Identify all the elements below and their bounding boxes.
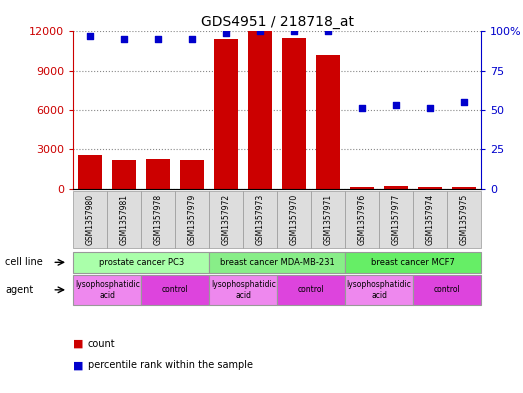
Point — [188, 36, 196, 42]
Text: cell line: cell line — [5, 257, 43, 267]
Text: GSM1357970: GSM1357970 — [290, 193, 299, 245]
Point — [460, 99, 468, 105]
Point — [120, 36, 129, 42]
Point — [86, 33, 94, 39]
Text: lysophosphatidic
acid: lysophosphatidic acid — [75, 280, 140, 299]
Point — [392, 102, 400, 108]
Text: GSM1357972: GSM1357972 — [222, 193, 231, 245]
Point — [426, 105, 434, 112]
Text: breast cancer MDA-MB-231: breast cancer MDA-MB-231 — [220, 258, 335, 267]
Bar — [248, 31, 272, 189]
Point — [358, 105, 366, 112]
Text: control: control — [162, 285, 189, 294]
Bar — [112, 160, 136, 189]
Text: lysophosphatidic
acid: lysophosphatidic acid — [347, 280, 412, 299]
Text: control: control — [434, 285, 461, 294]
Text: agent: agent — [5, 285, 33, 295]
Bar — [282, 38, 306, 189]
Point — [154, 36, 162, 42]
Bar — [350, 187, 374, 189]
Text: GSM1357978: GSM1357978 — [154, 193, 163, 245]
Bar — [384, 186, 408, 189]
Text: GSM1357977: GSM1357977 — [392, 193, 401, 245]
Bar — [146, 158, 170, 189]
Text: ■: ■ — [73, 339, 84, 349]
Bar — [452, 187, 476, 189]
Point — [324, 28, 332, 35]
Text: percentile rank within the sample: percentile rank within the sample — [88, 360, 253, 371]
Text: GSM1357973: GSM1357973 — [256, 193, 265, 245]
Text: GSM1357981: GSM1357981 — [120, 194, 129, 244]
Text: GSM1357976: GSM1357976 — [358, 193, 367, 245]
Point — [256, 28, 264, 35]
Text: GSM1357975: GSM1357975 — [460, 193, 469, 245]
Bar — [316, 55, 340, 189]
Bar — [214, 39, 238, 189]
Text: GSM1357979: GSM1357979 — [188, 193, 197, 245]
Text: GSM1357971: GSM1357971 — [324, 193, 333, 245]
Text: lysophosphatidic
acid: lysophosphatidic acid — [211, 280, 276, 299]
Title: GDS4951 / 218718_at: GDS4951 / 218718_at — [201, 15, 354, 29]
Text: count: count — [88, 339, 116, 349]
Point — [222, 30, 230, 36]
Text: ■: ■ — [73, 360, 84, 371]
Bar — [180, 160, 204, 189]
Text: GSM1357980: GSM1357980 — [86, 193, 95, 245]
Bar — [418, 187, 442, 189]
Point — [290, 28, 298, 35]
Bar — [78, 154, 102, 189]
Text: breast cancer MCF7: breast cancer MCF7 — [371, 258, 455, 267]
Text: control: control — [298, 285, 325, 294]
Text: prostate cancer PC3: prostate cancer PC3 — [98, 258, 184, 267]
Text: GSM1357974: GSM1357974 — [426, 193, 435, 245]
